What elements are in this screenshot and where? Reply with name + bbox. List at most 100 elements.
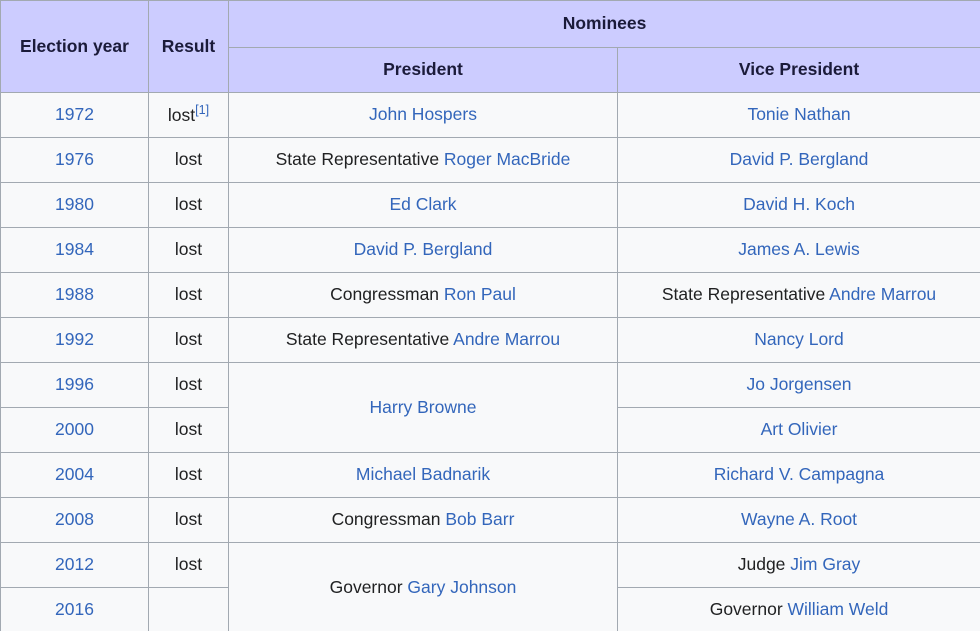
cell-result: lost[1] [148,92,229,138]
election-year-link[interactable]: 1992 [55,329,94,350]
election-year-link[interactable]: 2008 [55,509,94,530]
vice-president-cell-link[interactable]: David P. Bergland [729,149,869,170]
election-year-link[interactable]: 1972 [55,104,94,125]
result-text: lost [174,374,203,395]
election-year-link[interactable]: 1984 [55,239,94,260]
vice-president-cell-content: State Representative Andre Marrou [626,284,972,306]
vice-president-cell-content: David H. Koch [626,194,972,216]
reference-marker: [1] [195,103,209,117]
column-header-president: President [228,47,618,93]
result-text: lost [174,239,203,260]
vice-president-cell: David H. Koch [616,182,980,228]
vice-president-cell-title: Judge [737,554,791,575]
president-cell-content: Congressman Ron Paul [237,284,609,306]
vice-president-cell: Judge Jim Gray [616,542,980,588]
president-cell-title: Governor [329,576,408,597]
president-cell-link[interactable]: Andre Marrou [453,329,561,350]
vice-president-cell-link[interactable]: Jim Gray [790,554,861,575]
election-year-link[interactable]: 1996 [55,374,94,395]
president-cell: Congressman Bob Barr [228,497,618,543]
election-year-link[interactable]: 2000 [55,419,94,440]
vice-president-cell: Art Olivier [616,407,980,453]
column-header-vice-president: Vice President [616,47,980,93]
vice-president-cell: Richard V. Campagna [616,452,980,498]
president-cell-content: Governor Gary Johnson [237,577,609,599]
president-cell-link[interactable]: Harry Browne [369,396,477,417]
result-text: lost [174,554,203,575]
cell-result: lost [148,542,229,588]
president-cell-link[interactable]: John Hospers [369,104,477,125]
election-year-link[interactable]: 2016 [55,599,94,620]
president-cell-link[interactable]: Ed Clark [389,194,457,215]
president-cell: Ed Clark [228,182,618,228]
vice-president-cell-title: State Representative [661,284,830,305]
vice-president-cell-link[interactable]: Nancy Lord [754,329,844,350]
vice-president-cell-content: Wayne A. Root [626,509,972,531]
cell-election-year: 1984 [0,227,149,273]
president-cell-content: State Representative Andre Marrou [237,329,609,351]
table-row: 2012 lost Governor Gary Johnson Judge Jim G… [0,542,980,631]
president-cell: State Representative Andre Marrou [228,317,618,363]
president-cell-link[interactable]: Michael Badnarik [355,464,491,485]
vice-president-cell-link[interactable]: James A. Lewis [738,239,860,260]
result-text: lost [167,104,196,125]
election-year-link[interactable]: 2004 [55,464,94,485]
table-row: 1980 lost Ed Clark David H. Koch [0,182,980,228]
vice-president-cell-link[interactable]: Andre Marrou [829,284,937,305]
vice-president-cell-content: James A. Lewis [626,239,972,261]
vice-president-cell-link[interactable]: William Weld [787,599,889,620]
cell-result: lost [148,182,229,228]
president-cell-content: Congressman Bob Barr [237,509,609,531]
result-text: lost [174,419,203,440]
cell-result: lost [148,452,229,498]
cell-result: lost [148,227,229,273]
vice-president-cell-content: Jo Jorgensen [626,374,972,396]
result-text: lost [174,329,203,350]
vice-president-cell-content: Judge Jim Gray [626,554,972,576]
election-year-link[interactable]: 1988 [55,284,94,305]
president-cell-link[interactable]: Roger MacBride [443,149,571,170]
vice-president-cell-link[interactable]: Art Olivier [760,419,838,440]
election-year-link[interactable]: 2012 [55,554,94,575]
president-cell: Harry Browne [228,362,618,453]
cell-election-year: 1972 [0,92,149,138]
column-header-election-year: Election year [0,0,149,93]
president-cell: Governor Gary Johnson [228,542,618,631]
header-row-top: Election year Result Nominees [0,0,980,93]
president-cell-link[interactable]: David P. Bergland [353,239,493,260]
vice-president-cell-link[interactable]: Richard V. Campagna [713,464,885,485]
result-text: lost [174,149,203,170]
table-row: 1988 lost Congressman Ron Paul State Repres… [0,272,980,318]
president-cell: Michael Badnarik [228,452,618,498]
vice-president-cell-content: Richard V. Campagna [626,464,972,486]
president-cell: John Hospers [228,92,618,138]
president-cell-link[interactable]: Ron Paul [443,284,516,305]
vice-president-cell: Wayne A. Root [616,497,980,543]
president-cell-content: David P. Bergland [237,239,609,261]
reference-link[interactable]: [1] [195,102,210,117]
cell-election-year: 1980 [0,182,149,228]
president-cell-link[interactable]: Gary Johnson [407,576,517,597]
president-cell-link[interactable]: Bob Barr [445,509,515,530]
vice-president-cell-content: Art Olivier [626,419,972,441]
cell-result: lost [148,272,229,318]
table-row: 1996 lost Harry Browne Jo Jorgensen [0,362,980,453]
table-row: 2016 Governor William Weld [0,587,980,631]
vice-president-cell-link[interactable]: Wayne A. Root [740,509,858,530]
cell-result: lost [148,137,229,183]
cell-result: lost [148,317,229,363]
vice-president-cell: Nancy Lord [616,317,980,363]
vice-president-cell-link[interactable]: Jo Jorgensen [746,374,852,395]
president-cell-content: Ed Clark [237,194,609,216]
election-year-link[interactable]: 1980 [55,194,94,215]
table-header: Election year Result Nominees President … [0,0,980,93]
vice-president-cell-link[interactable]: Tonie Nathan [747,104,851,125]
vice-president-cell-content: David P. Bergland [626,149,972,171]
table-row: 1992 lost State Representative Andre Marro… [0,317,980,363]
table-row: 1984 lost David P. Bergland James A. Lewis [0,227,980,273]
vice-president-cell-link[interactable]: David H. Koch [743,194,855,215]
president-cell-content: Harry Browne [237,397,609,419]
president-cell-content: State Representative Roger MacBride [237,149,609,171]
election-year-link[interactable]: 1976 [55,149,94,170]
